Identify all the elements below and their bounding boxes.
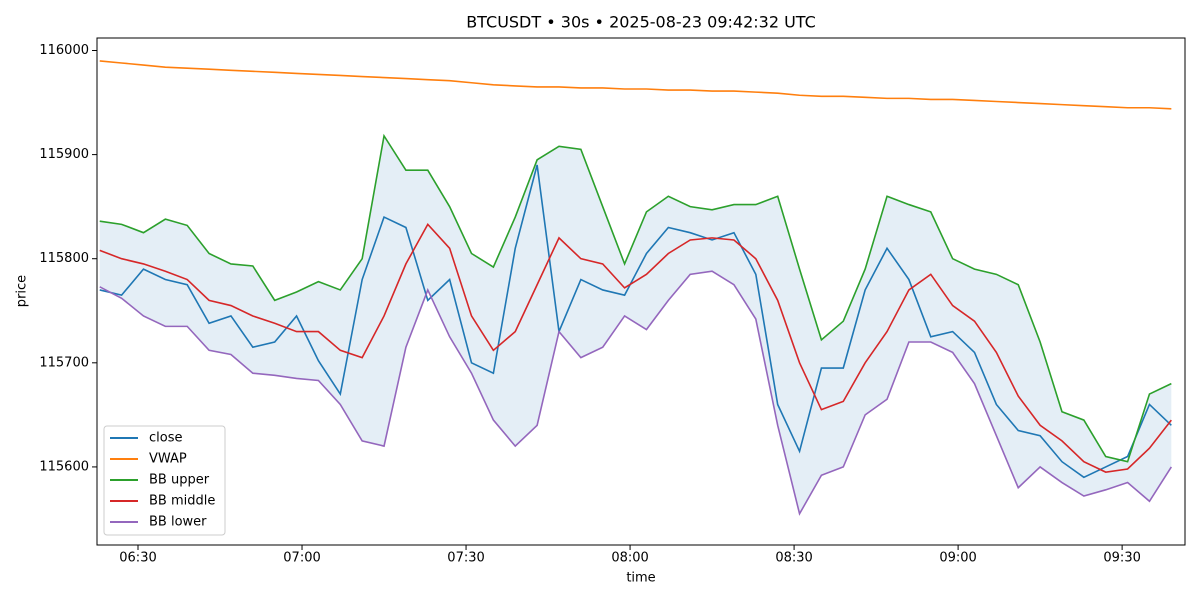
series-line	[99, 164, 1172, 479]
x-tick-label: 09:30	[1103, 551, 1140, 566]
legend-label: BB lower	[149, 515, 207, 530]
legend-label: VWAP	[149, 452, 187, 467]
x-axis-label: time	[626, 571, 655, 586]
legend-label: BB middle	[149, 494, 215, 509]
y-axis-label: price	[15, 275, 30, 307]
y-tick-label: 115700	[39, 355, 89, 370]
y-tick-label: 115800	[39, 251, 89, 266]
chart-title: BTCUSDT • 30s • 2025-08-23 09:42:32 UTC	[466, 13, 816, 32]
y-tick-label: 115600	[39, 459, 89, 474]
plot-area	[99, 60, 1173, 516]
series-line	[99, 133, 1172, 463]
legend-box	[103, 425, 226, 536]
x-tick-label: 09:00	[939, 551, 976, 566]
legend-label: close	[149, 431, 182, 446]
series-line	[99, 222, 1172, 473]
x-tick-label: 06:30	[119, 551, 156, 566]
x-tick-label: 07:00	[283, 551, 320, 566]
x-tick-label: 08:30	[775, 551, 812, 566]
x-tick-label: 07:30	[447, 551, 484, 566]
y-tick-label: 115900	[39, 147, 89, 162]
x-tick-label: 08:00	[611, 551, 648, 566]
y-tick-label: 116000	[39, 43, 89, 58]
series-line	[99, 270, 1173, 516]
series-line	[99, 60, 1172, 110]
legend-label: BB upper	[149, 473, 210, 488]
axes-frame	[96, 37, 1186, 546]
